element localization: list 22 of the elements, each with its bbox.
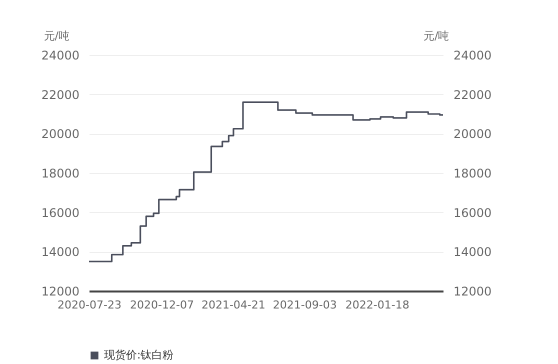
y2-tick-label: 18000: [454, 166, 492, 180]
legend-label: 现货价:钛白粉: [104, 348, 174, 362]
y2-tick-label: 16000: [454, 206, 492, 220]
y2-tick-label: 24000: [454, 48, 492, 62]
y2-tick-label: 14000: [454, 245, 492, 260]
y-tick-label: 14000: [41, 245, 80, 260]
y-axis-title: 元/吨: [44, 30, 70, 42]
y-tick-label: 12000: [41, 284, 80, 298]
y-tick-label: 24000: [41, 48, 80, 62]
x-tick-label: 2021-04-21: [201, 298, 266, 312]
y-tick-label: 16000: [41, 206, 80, 220]
y2-tick-label: 12000: [454, 284, 492, 298]
x-tick-label: 2020-12-07: [130, 298, 194, 312]
y2-axis-title: 元/吨: [424, 30, 450, 42]
y-tick-label: 18000: [41, 166, 80, 180]
x-tick-label: 2021-09-03: [272, 298, 337, 312]
y2-tick-label: 20000: [454, 127, 492, 142]
x-tick-label: 2022-01-18: [345, 298, 410, 312]
y2-tick-label: 22000: [454, 88, 492, 102]
y-tick-label: 22000: [41, 88, 80, 102]
y-tick-label: 20000: [41, 127, 80, 142]
x-tick-label: 2020-07-23: [58, 298, 122, 312]
